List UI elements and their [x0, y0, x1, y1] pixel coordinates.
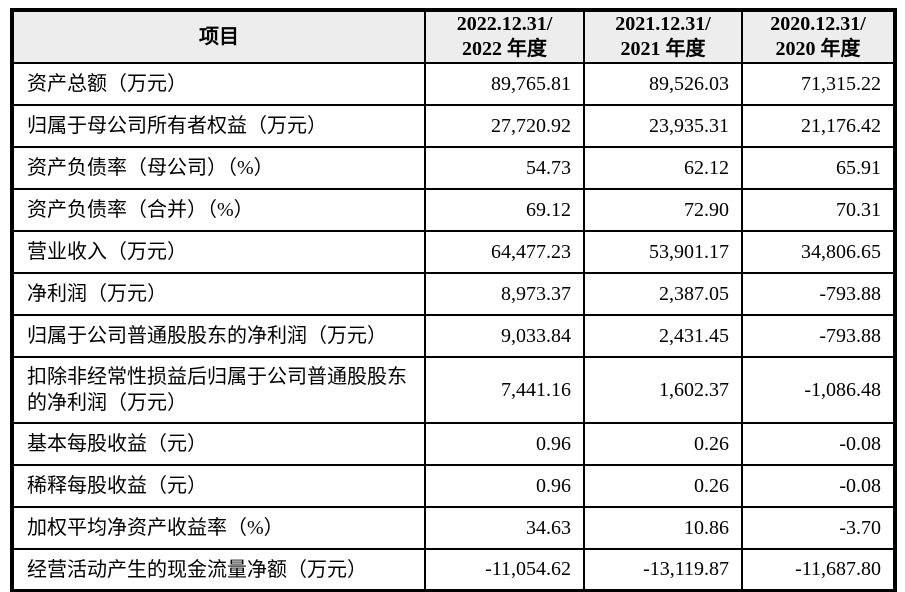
table-row: 稀释每股收益（元） 0.96 0.26 -0.08: [11, 464, 896, 508]
header-2020-date: 2020.12.31/: [770, 13, 866, 35]
value-2021: 0.26: [583, 422, 743, 466]
header-cell-2021: 2021.12.31/ 2021 年度: [583, 9, 743, 64]
header-2020-period: 2020 年度: [775, 38, 861, 60]
value-2022: 7,441.16: [424, 356, 585, 424]
value-2020: -793.88: [741, 314, 896, 358]
row-label: 净利润（万元）: [11, 272, 426, 316]
table-header: 项目 2022.12.31/ 2022 年度 2021.12.31/ 2021 …: [11, 9, 896, 64]
row-label: 资产负债率（合并）（%）: [11, 188, 426, 232]
value-2020: 70.31: [741, 188, 896, 232]
header-2021-period: 2021 年度: [620, 38, 706, 60]
value-2021: 89,526.03: [583, 62, 743, 106]
value-2022: 89,765.81: [424, 62, 585, 106]
value-2021: 10.86: [583, 506, 743, 550]
header-2022-period: 2022 年度: [462, 38, 547, 60]
table-row: 归属于公司普通股股东的净利润（万元） 9,033.84 2,431.45 -79…: [11, 314, 896, 358]
table-row: 资产负债率（母公司）（%） 54.73 62.12 65.91: [11, 146, 896, 190]
value-2021: 62.12: [583, 146, 743, 190]
value-2022: 69.12: [424, 188, 585, 232]
value-2020: -793.88: [741, 272, 896, 316]
value-2020: -3.70: [741, 506, 896, 550]
value-2020: 71,315.22: [741, 62, 896, 106]
row-label: 经营活动产生的现金流量净额（万元）: [11, 548, 426, 592]
value-2022: 54.73: [424, 146, 585, 190]
value-2022: 0.96: [424, 422, 585, 466]
value-2022: 0.96: [424, 464, 585, 508]
value-2021: 0.26: [583, 464, 743, 508]
value-2020: -0.08: [741, 422, 896, 466]
row-label: 加权平均净资产收益率（%）: [11, 506, 426, 550]
table-row: 净利润（万元） 8,973.37 2,387.05 -793.88: [11, 272, 896, 316]
value-2021: 23,935.31: [583, 104, 743, 148]
row-label: 资产负债率（母公司）（%）: [11, 146, 426, 190]
row-label: 基本每股收益（元）: [11, 422, 426, 466]
row-label: 归属于母公司所有者权益（万元）: [11, 104, 426, 148]
header-2022-date: 2022.12.31/: [456, 13, 553, 35]
table-body: 资产总额（万元） 89,765.81 89,526.03 71,315.22 归…: [11, 62, 896, 592]
value-2022: 64,477.23: [424, 230, 585, 274]
value-2020: -1,086.48: [741, 356, 896, 424]
table-row: 加权平均净资产收益率（%） 34.63 10.86 -3.70: [11, 506, 896, 550]
header-row: 项目 2022.12.31/ 2022 年度 2021.12.31/ 2021 …: [11, 9, 896, 64]
value-2022: 27,720.92: [424, 104, 585, 148]
value-2021: 53,901.17: [583, 230, 743, 274]
value-2022: 34.63: [424, 506, 585, 550]
value-2021: 2,431.45: [583, 314, 743, 358]
table-row: 资产总额（万元） 89,765.81 89,526.03 71,315.22: [11, 62, 896, 106]
value-2020: 21,176.42: [741, 104, 896, 148]
row-label: 稀释每股收益（元）: [11, 464, 426, 508]
row-label: 归属于公司普通股股东的净利润（万元）: [11, 314, 426, 358]
header-2021-date: 2021.12.31/: [615, 13, 711, 35]
value-2022: 9,033.84: [424, 314, 585, 358]
value-2022: 8,973.37: [424, 272, 585, 316]
value-2020: 65.91: [741, 146, 896, 190]
header-cell-item: 项目: [11, 9, 426, 64]
table-row: 营业收入（万元） 64,477.23 53,901.17 34,806.65: [11, 230, 896, 274]
value-2022: -11,054.62: [424, 548, 585, 592]
table-row: 经营活动产生的现金流量净额（万元） -11,054.62 -13,119.87 …: [11, 548, 896, 592]
header-cell-2020: 2020.12.31/ 2020 年度: [741, 9, 896, 64]
value-2021: 72.90: [583, 188, 743, 232]
header-item-label: 项目: [199, 25, 239, 48]
row-label: 资产总额（万元）: [11, 62, 426, 106]
table-row: 扣除非经常性损益后归属于公司普通股股东的净利润（万元） 7,441.16 1,6…: [11, 356, 896, 424]
value-2021: 2,387.05: [583, 272, 743, 316]
table-row: 资产负债率（合并）（%） 69.12 72.90 70.31: [11, 188, 896, 232]
value-2021: -13,119.87: [583, 548, 743, 592]
table-row: 基本每股收益（元） 0.96 0.26 -0.08: [11, 422, 896, 466]
row-label: 营业收入（万元）: [11, 230, 426, 274]
value-2020: -11,687.80: [741, 548, 896, 592]
row-label: 扣除非经常性损益后归属于公司普通股股东的净利润（万元）: [11, 356, 426, 424]
value-2021: 1,602.37: [583, 356, 743, 424]
value-2020: -0.08: [741, 464, 896, 508]
value-2020: 34,806.65: [741, 230, 896, 274]
header-cell-2022: 2022.12.31/ 2022 年度: [424, 9, 585, 64]
table-row: 归属于母公司所有者权益（万元） 27,720.92 23,935.31 21,1…: [11, 104, 896, 148]
financial-summary-table: 项目 2022.12.31/ 2022 年度 2021.12.31/ 2021 …: [10, 8, 897, 592]
